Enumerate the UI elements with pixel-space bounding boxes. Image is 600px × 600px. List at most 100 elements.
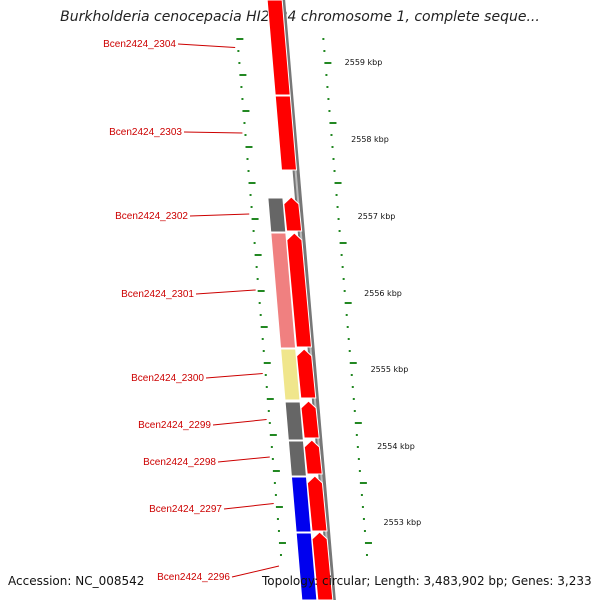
- gc-tick: [335, 194, 338, 196]
- gc-content-track: [236, 38, 372, 556]
- gc-tick: [277, 530, 280, 532]
- gc-tick: [249, 194, 252, 196]
- gc-tick: [337, 218, 340, 220]
- cds-arrow: [311, 531, 334, 600]
- gc-tick: [329, 122, 337, 124]
- gc-tick: [355, 434, 358, 436]
- gc-tick: [244, 134, 247, 136]
- gc-tick: [275, 506, 283, 508]
- gc-tick: [364, 542, 372, 544]
- gene-label: Bcen2424_2300: [131, 373, 204, 384]
- gc-tick: [243, 122, 246, 124]
- cds-arrow: [266, 0, 291, 96]
- map-title: Burkholderia cenocepacia HI2424 chromoso…: [60, 9, 540, 25]
- gc-tick: [326, 86, 329, 88]
- gene-leader-line: [177, 43, 236, 48]
- gene-leader-line: [217, 456, 270, 463]
- gc-tick: [252, 230, 255, 232]
- gc-tick: [247, 170, 250, 172]
- gc-tick: [260, 326, 268, 328]
- cds-track: [266, 0, 334, 600]
- gc-tick: [323, 50, 326, 52]
- gc-tick: [269, 434, 277, 436]
- topology-text: Topology: circular; Length: 3,483,902 bp…: [262, 574, 592, 588]
- accession-text: Accession: NC_008542: [8, 574, 145, 588]
- gc-tick: [332, 158, 335, 160]
- gc-tick: [236, 38, 244, 40]
- feature-block: [284, 401, 304, 441]
- gc-tick: [361, 506, 364, 508]
- gc-tick: [265, 386, 268, 388]
- kbp-label: 2553 kbp: [384, 518, 422, 527]
- gc-tick: [262, 350, 265, 352]
- gc-tick: [346, 326, 349, 328]
- cds-arrow: [283, 196, 303, 232]
- gc-tick: [357, 458, 360, 460]
- gc-tick: [344, 302, 352, 304]
- gc-tick: [353, 410, 356, 412]
- gene-label: Bcen2424_2302: [115, 211, 188, 222]
- kbp-label: 2556 kbp: [364, 289, 402, 298]
- gc-tick: [256, 278, 259, 280]
- gc-tick: [272, 470, 280, 472]
- gc-tick: [250, 206, 253, 208]
- gene-leader-line: [223, 503, 274, 510]
- gc-tick: [257, 290, 265, 292]
- gc-tick: [354, 422, 362, 424]
- gene-leader-line: [212, 419, 267, 426]
- kbp-label: 2559 kbp: [345, 58, 383, 67]
- gene-leader-line: [183, 131, 243, 134]
- gc-tick: [345, 314, 348, 316]
- gc-tick: [340, 254, 343, 256]
- gc-tick: [333, 170, 336, 172]
- gene-label: Bcen2424_2303: [109, 127, 182, 138]
- gc-tick: [240, 86, 243, 88]
- kbp-label: 2554 kbp: [377, 442, 415, 451]
- cds-arrow: [306, 475, 328, 532]
- kbp-label: 2557 kbp: [358, 212, 396, 221]
- gc-tick: [261, 338, 264, 340]
- gc-tick: [360, 494, 363, 496]
- feature-track: [267, 197, 318, 600]
- feature-block: [287, 440, 307, 477]
- feature-block: [270, 232, 297, 349]
- gc-tick: [273, 482, 276, 484]
- gc-tick: [324, 62, 332, 64]
- gc-tick: [266, 398, 274, 400]
- gc-tick: [251, 218, 259, 220]
- gc-tick: [267, 410, 270, 412]
- gc-tick: [279, 554, 282, 556]
- gc-tick: [330, 134, 333, 136]
- gc-tick: [268, 422, 271, 424]
- gene-label: Bcen2424_2301: [121, 289, 194, 300]
- gc-tick: [276, 518, 279, 520]
- feature-block: [295, 532, 318, 600]
- gc-tick: [358, 470, 361, 472]
- cds-arrow: [296, 348, 317, 399]
- cds-arrow: [274, 95, 298, 171]
- gc-tick: [239, 74, 247, 76]
- gc-tick: [336, 206, 339, 208]
- gc-tick: [341, 266, 344, 268]
- gc-tick: [352, 398, 355, 400]
- gc-tick: [362, 518, 365, 520]
- feature-block: [267, 197, 287, 233]
- gc-tick: [237, 50, 240, 52]
- gc-tick: [363, 530, 366, 532]
- gc-tick: [338, 230, 341, 232]
- gene-leader-line: [205, 373, 263, 379]
- gc-tick: [263, 362, 271, 364]
- gc-tick: [331, 146, 334, 148]
- gene-leader-line: [189, 213, 250, 217]
- gc-tick: [259, 314, 262, 316]
- gc-tick: [241, 98, 244, 100]
- feature-block: [280, 348, 301, 401]
- gc-tick: [278, 542, 286, 544]
- gc-tick: [264, 374, 267, 376]
- gc-tick: [348, 350, 351, 352]
- gc-tick: [351, 386, 354, 388]
- gc-tick: [347, 338, 350, 340]
- gc-tick: [248, 182, 256, 184]
- cds-arrow: [300, 400, 320, 439]
